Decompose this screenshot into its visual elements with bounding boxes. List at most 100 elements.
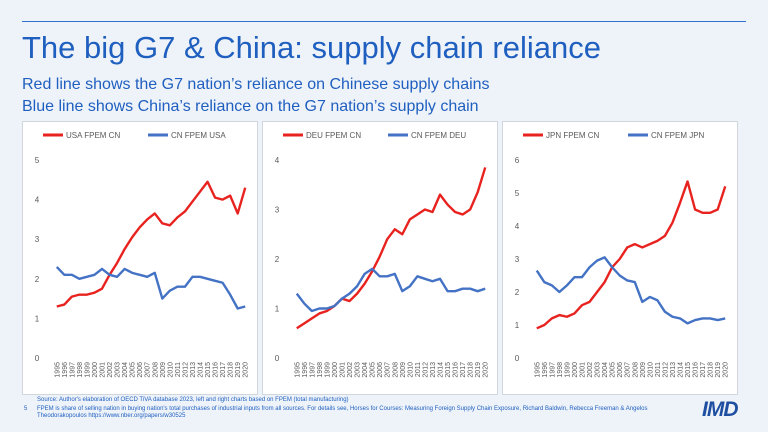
x-tick-label: 2006	[377, 362, 384, 378]
x-tick-label: 2000	[332, 362, 339, 378]
x-tick-label: 2004	[122, 362, 129, 378]
x-tick-label: 1995	[534, 362, 541, 378]
legend-label: USA FPEM CN	[66, 131, 120, 140]
x-tick-label: 2014	[678, 362, 685, 378]
y-tick-label: 0	[35, 354, 40, 363]
x-tick-label: 1996	[302, 362, 309, 378]
y-tick-label: 1	[275, 305, 280, 314]
x-tick-label: 1998	[317, 362, 324, 378]
legend: JPN FPEM CN CN FPEM JPN	[523, 131, 705, 140]
x-tick-label: 1995	[54, 362, 61, 378]
x-tick-label: 2013	[190, 362, 197, 378]
x-tick-label: 2002	[347, 362, 354, 378]
x-tick-label: 2014	[198, 362, 205, 378]
x-tick-label: 1999	[84, 362, 91, 378]
x-tick-label: 2017	[220, 362, 227, 378]
x-tick-label: 2001	[580, 362, 587, 378]
x-tick-label: 2003	[355, 362, 362, 378]
y-tick-label: 4	[515, 222, 520, 231]
x-tick-label: 2014	[438, 362, 445, 378]
x-tick-label: 2016	[453, 362, 460, 378]
x-tick-label: 2006	[137, 362, 144, 378]
x-tick-label: 2011	[175, 362, 182, 377]
legend-label: CN FPEM JPN	[651, 131, 705, 140]
x-tick-label: 2016	[213, 362, 220, 378]
legend: DEU FPEM CN CN FPEM DEU	[283, 131, 466, 140]
logo: IMD	[702, 398, 738, 421]
series-line	[295, 267, 486, 313]
slide-title: The big G7 & China: supply chain relianc…	[22, 30, 601, 65]
x-tick-label: 2008	[152, 362, 159, 378]
x-tick-label: 2001	[340, 362, 347, 378]
x-tick-label: 2018	[228, 362, 235, 378]
x-tick-label: 2011	[415, 362, 422, 377]
subtitle: Blue line shows China’s reliance on the …	[22, 98, 479, 115]
x-tick-label: 2020	[243, 362, 250, 378]
legend-label: CN FPEM DEU	[411, 131, 466, 140]
x-tick-label: 2020	[723, 362, 730, 378]
x-tick-label: 2007	[385, 362, 392, 378]
y-tick-label: 0	[515, 354, 520, 363]
y-tick-label: 3	[515, 255, 520, 264]
x-tick-label: 2015	[685, 362, 692, 378]
y-tick-label: 5	[35, 156, 40, 165]
y-tick-label: 3	[275, 206, 280, 215]
x-tick-label: 1997	[69, 362, 76, 378]
y-tick-label: 0	[275, 354, 280, 363]
x-tick-label: 2012	[662, 362, 669, 378]
x-tick-label: 2003	[115, 362, 122, 378]
x-tick-label: 2008	[392, 362, 399, 378]
x-tick-label: 2010	[167, 362, 174, 378]
y-tick-label: 4	[275, 156, 280, 165]
chart-panel: 0 1 2 3 4 5 1995 1996 1997 1998 1999 2000 2001 2002 20…	[22, 121, 258, 395]
x-tick-label: 2019	[715, 362, 722, 378]
y-tick-label: 1	[35, 314, 40, 323]
x-tick-label: 2005	[610, 362, 617, 378]
x-tick-label: 1998	[557, 362, 564, 378]
chart-panel: 0 1 2 3 4 5 6 1995 1996 1997 1998 1999 2000 2001 2002 2…	[502, 121, 738, 395]
x-tick-label: 2010	[647, 362, 654, 378]
x-tick-label: 2004	[362, 362, 369, 378]
note: FPEM is share of selling nation in buyin…	[37, 406, 648, 419]
x-tick-label: 2016	[693, 362, 700, 378]
x-tick-label: 1998	[77, 362, 84, 378]
y-tick-label: 2	[515, 288, 520, 297]
legend: USA FPEM CN CN FPEM USA	[43, 131, 226, 140]
x-tick-label: 2019	[475, 362, 482, 378]
x-tick-label: 2003	[595, 362, 602, 378]
chart-panel: 0 1 2 3 4 1995 1996 1997 1998 1999 2000 2001 2002 200…	[262, 121, 498, 395]
x-tick-label: 2005	[370, 362, 377, 378]
subtitle: Red line shows the G7 nation’s reliance …	[22, 76, 490, 93]
x-tick-label: 2001	[100, 362, 107, 378]
x-tick-label: 2012	[182, 362, 189, 378]
x-tick-label: 2018	[468, 362, 475, 378]
x-tick-label: 2015	[205, 362, 212, 378]
x-tick-label: 2000	[92, 362, 99, 378]
series-line	[296, 167, 487, 330]
x-tick-label: 2005	[130, 362, 137, 378]
x-tick-label: 1999	[324, 362, 331, 378]
legend-label: DEU FPEM CN	[306, 131, 361, 140]
y-tick-label: 1	[515, 321, 520, 330]
x-tick-label: 2018	[708, 362, 715, 378]
x-tick-label: 2007	[625, 362, 632, 378]
x-tick-label: 2012	[422, 362, 429, 378]
series-line	[56, 180, 247, 308]
series-line	[535, 256, 726, 325]
x-tick-label: 1996	[62, 362, 69, 378]
x-tick-label: 1995	[294, 362, 301, 378]
x-tick-label: 2020	[483, 362, 490, 378]
series-line	[55, 266, 246, 310]
series-line	[536, 180, 727, 330]
x-tick-label: 2009	[160, 362, 167, 378]
x-tick-label: 2008	[632, 362, 639, 378]
x-tick-label: 2017	[700, 362, 707, 378]
y-tick-label: 2	[275, 255, 280, 264]
x-tick-label: 2002	[587, 362, 594, 378]
x-tick-label: 2000	[572, 362, 579, 378]
top-rule	[22, 21, 746, 22]
